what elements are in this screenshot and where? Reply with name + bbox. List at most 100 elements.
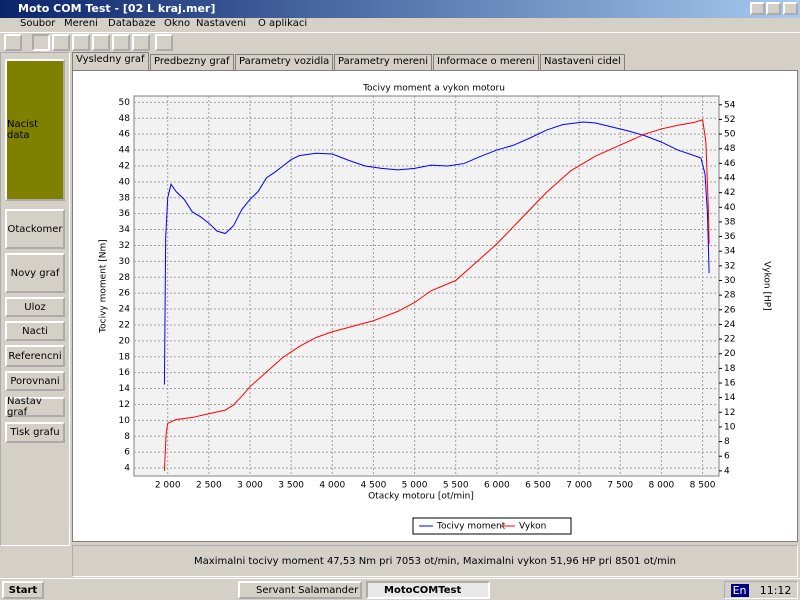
y-tick-label: 26 <box>119 289 131 299</box>
minimize[interactable] <box>750 2 765 15</box>
tab[interactable]: Parametry vozidla <box>235 54 334 70</box>
x-tick-label: 5 000 <box>402 481 428 491</box>
y2-tick-label: 18 <box>724 364 736 374</box>
tool-button[interactable] <box>32 34 50 51</box>
side-button[interactable]: Referencni <box>5 345 65 367</box>
start-button[interactable]: Start <box>2 581 44 599</box>
clock: 11:12 <box>759 583 792 597</box>
task-button[interactable]: MotoCOMTest <box>366 581 490 599</box>
x-tick-label: 8 500 <box>690 481 716 491</box>
x-tick-label: 6 000 <box>484 481 510 491</box>
y2-tick-label: 28 <box>724 291 736 301</box>
title-bar: Moto COM Test - [02 L kraj.mer] <box>0 0 800 18</box>
y2-tick-label: 10 <box>724 422 736 432</box>
x-tick-label: 7 500 <box>607 481 633 491</box>
y-tick-label: 50 <box>119 98 131 108</box>
y-tick-label: 42 <box>119 161 130 171</box>
y2-tick-label: 48 <box>724 144 736 154</box>
y2-tick-label: 24 <box>724 320 736 330</box>
tool-button[interactable] <box>4 34 22 51</box>
series-line <box>163 119 710 471</box>
y-tick-label: 48 <box>119 114 131 124</box>
legend <box>412 517 572 535</box>
tool-button[interactable] <box>92 34 110 51</box>
x-tick-label: 2 500 <box>196 481 222 491</box>
menu-item[interactable]: Mereni <box>64 18 98 29</box>
tab[interactable]: Parametry mereni <box>334 54 433 70</box>
tab[interactable]: Vysledny graf <box>72 52 149 70</box>
y-tick-label: 12 <box>119 400 130 410</box>
y2-tick-label: 54 <box>724 100 736 110</box>
task-label: MotoCOMTest <box>384 584 462 596</box>
menu-item[interactable]: Soubor <box>20 18 56 29</box>
y-tick-label: 14 <box>119 384 131 394</box>
side-button[interactable]: Novy graf <box>5 253 65 293</box>
y-tick-label: 36 <box>119 209 131 219</box>
language[interactable]: En <box>730 583 749 597</box>
menu-item[interactable]: O aplikaci <box>258 18 308 29</box>
legend-label: Vykon <box>519 522 546 532</box>
status-text: Maximalni tocivy moment 47,53 Nm pri 705… <box>194 555 676 567</box>
chart-panel: Tocivy moment a vykon motoru Otacky moto… <box>72 70 798 542</box>
series-line <box>163 121 710 385</box>
menu-item[interactable]: Databaze <box>108 18 156 29</box>
y2-tick-label: 34 <box>724 247 736 257</box>
menu-item[interactable]: Okno <box>164 18 191 29</box>
side-button[interactable]: Nastav graf <box>5 396 65 418</box>
x-axis-title: Otacky motoru [ot/min] <box>368 492 474 502</box>
tool-button[interactable] <box>112 34 130 51</box>
y2-tick-label: 4 <box>724 466 730 476</box>
x-tick-label: 8 000 <box>649 481 675 491</box>
y2-tick-label: 8 <box>724 437 730 447</box>
tab[interactable]: Nastaveni cidel <box>540 54 625 70</box>
y2-axis-title: Vykon [HP] <box>762 261 772 310</box>
x-tick-label: 6 500 <box>525 481 551 491</box>
y2-tick-label: 22 <box>724 335 735 345</box>
tool-button[interactable] <box>155 34 173 51</box>
y2-tick-label: 40 <box>724 203 736 213</box>
tool-button[interactable] <box>52 34 70 51</box>
menu-item[interactable]: Nastaveni <box>196 18 247 29</box>
y-tick-label: 22 <box>119 320 130 330</box>
taskbar: Start Servant Salamander MotoCOMTest En … <box>0 578 800 600</box>
x-tick-label: 5 500 <box>443 481 469 491</box>
y2-tick-label: 44 <box>724 174 736 184</box>
y-tick-label: 34 <box>119 225 131 235</box>
start-label: Start <box>8 584 38 596</box>
y2-tick-label: 6 <box>724 452 730 462</box>
y2-tick-label: 38 <box>724 217 736 227</box>
side-button[interactable]: Porovnani <box>5 371 65 391</box>
tab[interactable]: Predbezny graf <box>150 54 234 70</box>
task-button[interactable]: Servant Salamander <box>238 581 362 599</box>
y2-tick-label: 50 <box>724 130 736 140</box>
y2-tick-label: 26 <box>724 305 736 315</box>
y-tick-label: 6 <box>124 448 130 458</box>
side-button[interactable]: Tisk grafu <box>5 422 65 443</box>
y-tick-label: 28 <box>119 273 131 283</box>
side-button[interactable]: Nacist data <box>5 59 65 201</box>
maximize[interactable] <box>766 2 781 15</box>
side-button[interactable]: Uloz <box>5 297 65 317</box>
y2-tick-label: 12 <box>724 408 735 418</box>
y2-tick-label: 14 <box>724 393 736 403</box>
tool-button[interactable] <box>132 34 150 51</box>
x-tick-label: 3 500 <box>278 481 304 491</box>
y2-tick-label: 52 <box>724 115 735 125</box>
y-tick-label: 4 <box>124 464 130 474</box>
close[interactable] <box>783 2 798 15</box>
y2-tick-label: 36 <box>724 232 736 242</box>
task-label: Servant Salamander <box>256 584 359 596</box>
x-tick-label: 3 000 <box>237 481 263 491</box>
x-tick-label: 4 500 <box>361 481 387 491</box>
tool-button[interactable] <box>72 34 90 51</box>
y-tick-label: 16 <box>119 368 131 378</box>
plot-area <box>133 95 720 477</box>
chart: Tocivy moment a vykon motoru Otacky moto… <box>99 84 772 535</box>
legend-label: Tocivy moment <box>436 522 506 532</box>
side-button[interactable]: Nacti <box>5 321 65 341</box>
y-tick-label: 30 <box>119 257 131 267</box>
y-tick-label: 8 <box>124 432 130 442</box>
side-button[interactable]: Otackomer <box>5 209 65 249</box>
tab[interactable]: Informace o mereni <box>433 54 539 70</box>
x-tick-label: 4 000 <box>319 481 345 491</box>
